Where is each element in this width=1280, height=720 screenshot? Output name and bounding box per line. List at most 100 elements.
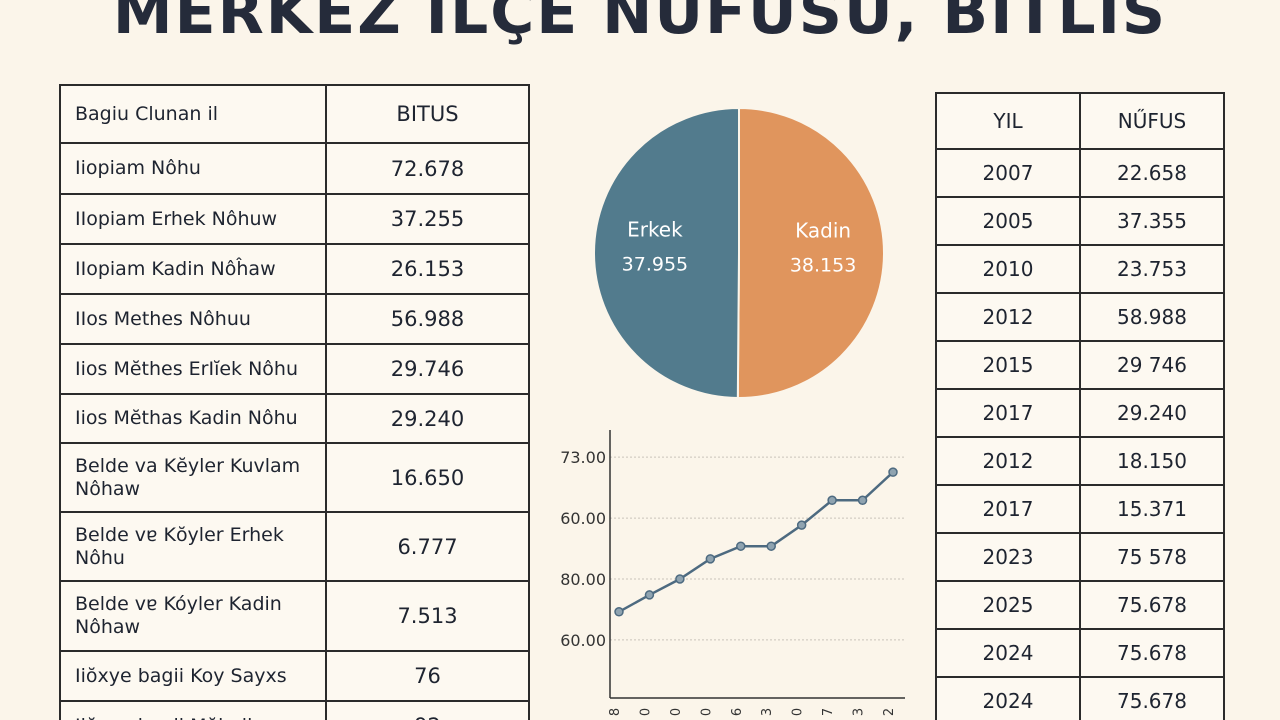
table-row: Iiopiam Nôhu 72.678 (59, 142, 530, 195)
table-cell: 76 (325, 650, 530, 702)
table-cell: 29 746 (1079, 340, 1225, 390)
table-row: 2024 75.678 (935, 628, 1225, 678)
table-cell: 75.678 (1079, 676, 1225, 720)
table-row: 2017 29.240 (935, 388, 1225, 438)
table-cell: 2025 (935, 580, 1081, 630)
x-tick-label: 6 (730, 708, 745, 716)
table-cell: 75.678 (1079, 580, 1225, 630)
slice-value: 38.153 (790, 254, 856, 276)
table-cell: 2012 (935, 436, 1081, 486)
table-row: Iiŏxye bagii Mŏhaile92 (59, 700, 530, 720)
line-point (614, 607, 624, 617)
table-cell: 37.355 (1079, 196, 1225, 246)
y-tick-label: 60.00 (560, 631, 606, 650)
table-cell: 37.255 (325, 193, 530, 245)
table-row: IIopiam Kadin Nôĥaw 26.153 (59, 243, 530, 295)
table-row: Belde vɐ Kŏyler Erhek Nôhu 6.777 (59, 511, 530, 582)
table-cell: 16.650 (325, 442, 530, 513)
table-cell: 92 (325, 700, 530, 720)
table-row: Iios Mĕthas Kadin Nôhu 29.240 (59, 393, 530, 444)
table-row: 2023 75 578 (935, 532, 1225, 582)
line-point (644, 590, 655, 600)
table-cell: 2012 (935, 292, 1081, 342)
line (618, 471, 894, 613)
table-row: Iios Mĕthes ErIĭek Nôhu 29.746 (59, 343, 530, 395)
x-tick-label: 0 (699, 708, 714, 716)
table-cell: 29.240 (325, 393, 530, 444)
table-cell: 29.746 (325, 343, 530, 395)
header-cell: BITUS (325, 84, 530, 144)
table-cell: Iios Mĕthes ErIĭek Nôhu (59, 343, 327, 395)
table-cell: 2005 (935, 196, 1081, 246)
table-cell: 75 578 (1079, 532, 1225, 582)
table-cell: 75.678 (1079, 628, 1225, 678)
pie-slice (736, 106, 886, 399)
table-cell: Iiŏxye bagii Koy Sayxs (59, 650, 327, 702)
header-cell: YIL (935, 92, 1081, 150)
table-cell: IIopiam Erhek Nôhuw (59, 193, 327, 245)
x-tick-label: 7 (821, 708, 836, 716)
table-cell: 29.240 (1079, 388, 1225, 438)
table-cell: 72.678 (325, 142, 530, 195)
slice-value: 37.955 (622, 254, 688, 276)
x-tick-label: 0 (638, 708, 653, 716)
slice-label: Erkek (627, 218, 683, 242)
line-point (675, 574, 685, 584)
pie-slice (593, 106, 740, 400)
table-cell: 22.658 (1079, 148, 1225, 198)
header-cell: NŰFUS (1079, 92, 1225, 150)
table-row: 2007 22.658 (935, 148, 1225, 198)
table-row: Belde vɐ Kóyler Kadin Nôhaw 7.513 (59, 580, 530, 652)
line-point (766, 541, 776, 551)
table-cell: Iios Mĕthas Kadin Nôhu (59, 393, 327, 444)
table-cell: Iiŏxye bagii Mŏhaile (59, 700, 327, 720)
x-tick-label: 2 (882, 708, 897, 716)
table-cell: Belde va Kĕyler Kuvlam Nôhaw (59, 442, 327, 513)
table-cell: 7.513 (325, 580, 530, 652)
header-row: Bagiu Clunan il BITUS (59, 84, 530, 144)
header-cell: Bagiu Clunan il (59, 84, 327, 144)
page-title: MERKEZ İLÇE NÜFUSU, BİTLİS (112, 0, 1168, 48)
y-tick-label: 73.00 (560, 448, 606, 467)
slice-label: Kadin (795, 218, 851, 242)
header-row: YIL NŰFUS (935, 92, 1225, 150)
line-point (705, 554, 716, 564)
table-cell: 6.777 (325, 511, 530, 582)
table-cell: 2017 (935, 484, 1081, 534)
x-tick-label: 0 (791, 708, 806, 716)
table-cell: IIopiam Kadin Nôĥaw (59, 243, 327, 295)
summary-table: Bagiu Clunan il BITUS Iiopiam Nôhu 72.678 II… (59, 84, 530, 720)
table-row: 2012 58.988 (935, 292, 1225, 342)
line-point (827, 495, 837, 506)
y-tick-label: 60.00 (560, 509, 606, 528)
table-row: IIopiam Erhek Nôhuw 37.255 (59, 193, 530, 245)
table-cell: 15.371 (1079, 484, 1225, 534)
table-cell: 26.153 (325, 243, 530, 295)
table-cell: 2007 (935, 148, 1081, 198)
table-row: 2025 75.678 (935, 580, 1225, 630)
table-cell: Belde vɐ Kóyler Kadin Nôhaw (59, 580, 327, 652)
table-cell: Belde vɐ Kŏyler Erhek Nôhu (59, 511, 327, 582)
table-row: IIos Methes Nôhuu 56.988 (59, 293, 530, 345)
table-cell: 18.150 (1079, 436, 1225, 486)
table-cell: 2010 (935, 244, 1081, 294)
line-point (888, 467, 898, 477)
table-row: 2015 29 746 (935, 340, 1225, 390)
table-row: 2005 37.355 (935, 196, 1225, 246)
y-tick-label: 80.00 (560, 570, 606, 589)
table-row: 2012 18.150 (935, 436, 1225, 486)
table-row: 2024 75.678 (935, 676, 1225, 720)
table-cell: 2017 (935, 388, 1081, 438)
table-row: Iiŏxye bagii Koy Sayxs 76 (59, 650, 530, 702)
table-cell: 23.753 (1079, 244, 1225, 294)
table-cell: 2015 (935, 340, 1081, 390)
table-row: 2017 15.371 (935, 484, 1225, 534)
table-cell: 58.988 (1079, 292, 1225, 342)
table-cell: 2024 (935, 628, 1081, 678)
line-point (736, 541, 746, 551)
table-cell: 56.988 (325, 293, 530, 345)
table-row: Belde va Kĕyler Kuvlam Nôhaw 16.650 (59, 442, 530, 513)
table-cell: 2023 (935, 532, 1081, 582)
